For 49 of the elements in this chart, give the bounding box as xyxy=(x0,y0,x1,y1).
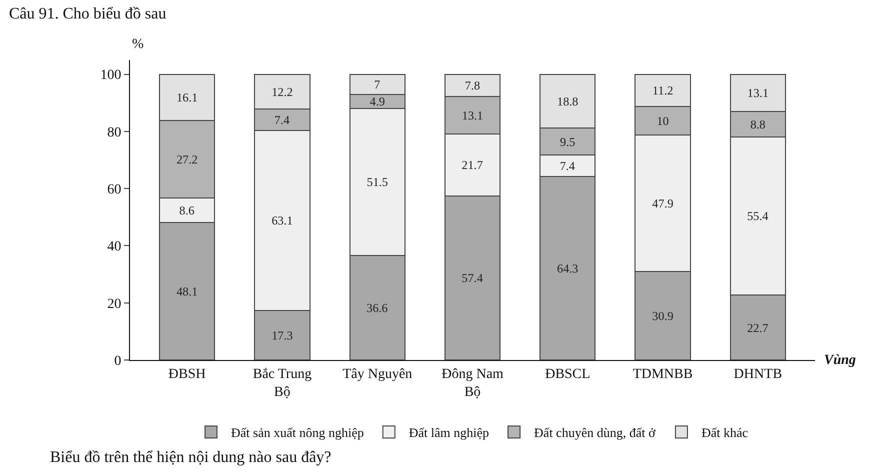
data-label: 17.3 xyxy=(272,328,293,342)
x-axis-title: Vùng xyxy=(824,353,856,368)
data-label: 8.8 xyxy=(750,117,766,132)
x-tick-label: TDMNBB xyxy=(632,366,693,382)
data-label: 12.2 xyxy=(272,84,293,99)
y-tick-label: 60 xyxy=(107,182,122,198)
data-label: 30.9 xyxy=(652,309,674,324)
x-tick-label: Bắc Trung Bộ xyxy=(252,366,312,400)
x-tick-label: DHNTB xyxy=(734,366,782,382)
data-label: 27.2 xyxy=(176,152,198,166)
data-label: 8.6 xyxy=(179,203,194,218)
data-label: 10 xyxy=(656,114,669,128)
data-label: 51.5 xyxy=(366,175,388,190)
data-label: 7 xyxy=(374,77,380,92)
data-label: 16.1 xyxy=(176,90,198,104)
data-label: 11.2 xyxy=(652,83,674,98)
data-label: 7.4 xyxy=(274,112,290,127)
legend-label: Đất khác xyxy=(701,425,748,440)
y-tick-label: 80 xyxy=(107,125,122,140)
data-label: 47.9 xyxy=(652,196,674,210)
y-tick-label: 0 xyxy=(114,354,122,369)
data-label: 7.8 xyxy=(464,78,480,93)
chart-title: Câu 91. Cho biểu đồ sau xyxy=(8,5,166,22)
data-label: 57.4 xyxy=(462,271,483,286)
y-tick-label: 20 xyxy=(107,296,122,312)
data-label: 36.6 xyxy=(366,300,388,315)
data-label: 13.1 xyxy=(462,108,484,122)
data-label: 9.5 xyxy=(560,134,576,149)
data-label: 64.3 xyxy=(557,261,578,276)
x-tick-label: Đông Nam Bộ xyxy=(442,366,504,400)
y-axis-title: % xyxy=(132,37,144,52)
data-label: 55.4 xyxy=(747,209,768,224)
x-tick-label: ĐBSH xyxy=(168,366,206,382)
data-label: 22.7 xyxy=(747,320,768,335)
data-label: 48.1 xyxy=(176,284,198,298)
legend-label: Đất lâm nghiệp xyxy=(408,425,490,440)
y-tick-label: 40 xyxy=(107,240,122,255)
y-tick-label: 100 xyxy=(100,68,122,84)
data-label: 4.9 xyxy=(370,94,385,108)
text: Biểu đồ trên thể hiện nội dung nào sau đây? xyxy=(50,449,332,466)
x-tick-label: ĐBSCL xyxy=(545,366,590,382)
x-tick-label: Tây Nguyên xyxy=(342,366,412,382)
data-label: 7.4 xyxy=(560,158,575,173)
legend-label: Đất sản xuất nông nghiệp xyxy=(231,425,364,440)
data-label: 18.8 xyxy=(557,94,578,108)
legend-label: Đất chuyên dùng, đất ở xyxy=(534,425,656,440)
data-label: 13.1 xyxy=(747,86,769,100)
data-label: 21.7 xyxy=(462,158,483,172)
data-label: 63.1 xyxy=(272,214,293,228)
